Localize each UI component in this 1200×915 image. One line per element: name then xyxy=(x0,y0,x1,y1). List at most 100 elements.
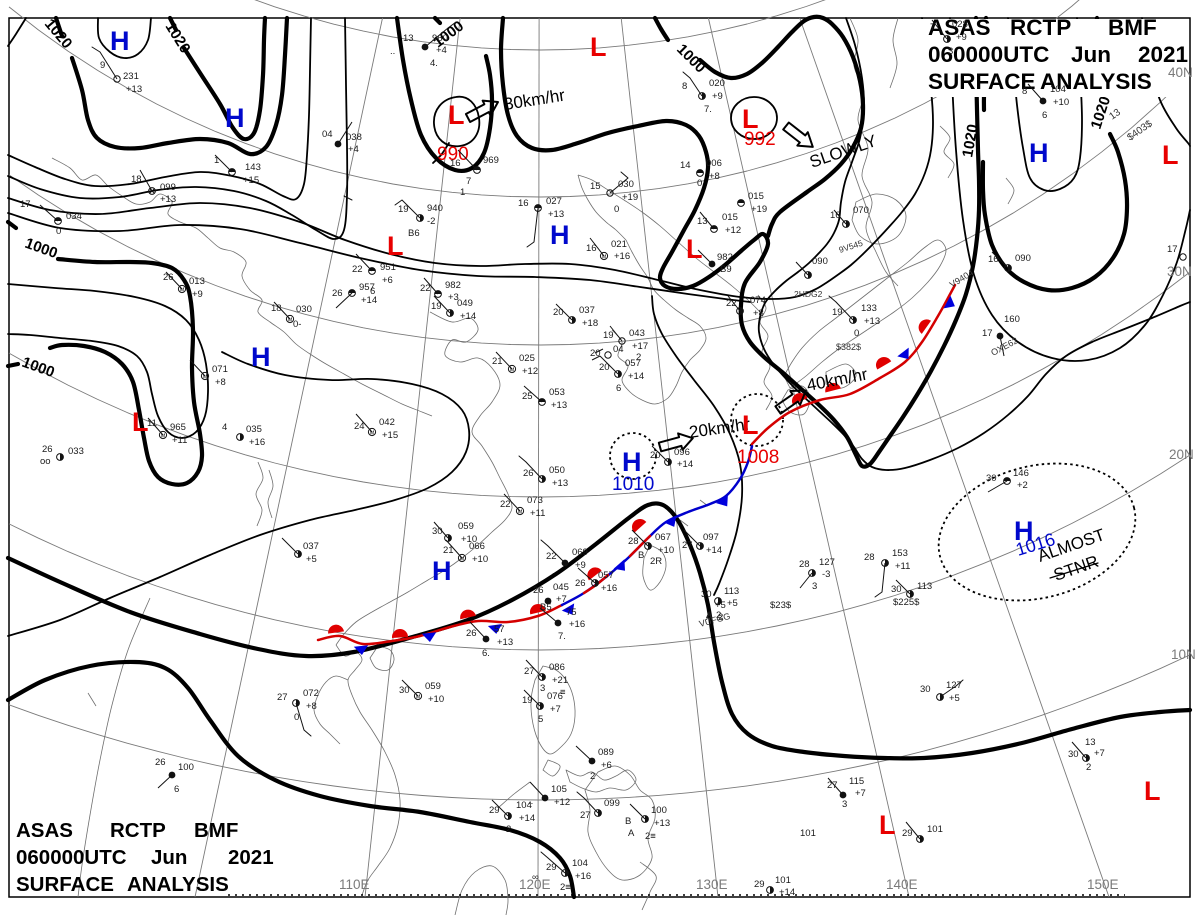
svg-text:042: 042 xyxy=(379,417,395,428)
svg-text:7: 7 xyxy=(930,22,935,33)
svg-text:+19: +19 xyxy=(751,204,767,215)
svg-text:140E: 140E xyxy=(886,877,918,892)
svg-text:26: 26 xyxy=(575,578,586,589)
svg-text:3: 3 xyxy=(842,799,847,810)
svg-text:30: 30 xyxy=(920,684,931,695)
svg-text:M: M xyxy=(416,695,421,701)
svg-text:060000UTC: 060000UTC xyxy=(928,42,1049,67)
svg-text:037: 037 xyxy=(579,305,595,316)
svg-text:0: 0 xyxy=(614,204,619,215)
svg-text:049: 049 xyxy=(457,298,473,309)
svg-text:20: 20 xyxy=(650,450,661,461)
svg-text:28: 28 xyxy=(628,536,639,547)
svg-text:M: M xyxy=(602,255,607,261)
svg-text:16: 16 xyxy=(518,198,529,209)
svg-text:+8: +8 xyxy=(215,377,226,388)
svg-text:14: 14 xyxy=(680,160,691,171)
svg-text:057: 057 xyxy=(598,570,614,581)
svg-text:16: 16 xyxy=(586,243,597,254)
svg-text:27: 27 xyxy=(682,540,693,551)
svg-text:+14: +14 xyxy=(519,813,535,824)
svg-text:40N: 40N xyxy=(1168,65,1193,80)
svg-text:L: L xyxy=(686,234,703,264)
svg-text:2HDG2: 2HDG2 xyxy=(794,289,823,299)
svg-text:M: M xyxy=(518,510,523,516)
svg-text:+9: +9 xyxy=(956,32,967,43)
svg-text:+13: +13 xyxy=(497,637,513,648)
svg-text:.: . xyxy=(552,566,555,577)
svg-text:+5: +5 xyxy=(949,693,960,704)
svg-text:0-: 0- xyxy=(293,319,301,330)
svg-text:H: H xyxy=(1029,138,1049,168)
svg-text:6: 6 xyxy=(616,383,621,394)
svg-text:30: 30 xyxy=(891,584,902,595)
svg-text:27: 27 xyxy=(277,692,288,703)
svg-text:015: 015 xyxy=(722,212,738,223)
svg-text:+12: +12 xyxy=(554,797,570,808)
svg-text:30: 30 xyxy=(701,589,712,600)
svg-text:8: 8 xyxy=(682,81,687,92)
svg-text:021: 021 xyxy=(611,239,627,250)
svg-text:16: 16 xyxy=(450,158,461,169)
svg-text:053: 053 xyxy=(549,387,565,398)
svg-text:L: L xyxy=(1144,776,1161,806)
svg-text:+7: +7 xyxy=(556,594,567,605)
svg-text:+10: +10 xyxy=(428,694,444,705)
svg-text:L: L xyxy=(387,231,404,261)
svg-text:10N: 10N xyxy=(1171,647,1196,662)
svg-text:2021: 2021 xyxy=(1138,42,1188,67)
svg-text:104: 104 xyxy=(572,858,588,869)
svg-text:1: 1 xyxy=(214,155,219,166)
svg-text:17: 17 xyxy=(982,328,993,339)
svg-text:4.: 4. xyxy=(430,58,438,69)
svg-text:059: 059 xyxy=(425,681,441,692)
svg-text:19: 19 xyxy=(603,330,614,341)
svg-text:+14: +14 xyxy=(779,887,795,898)
svg-text:+6: +6 xyxy=(382,275,393,286)
svg-text:+7: +7 xyxy=(1094,748,1105,759)
svg-text:B: B xyxy=(625,816,631,827)
svg-text:7: 7 xyxy=(466,176,471,187)
svg-text:L: L xyxy=(1162,140,1179,170)
svg-text:2≡: 2≡ xyxy=(560,882,571,893)
svg-text:957: 957 xyxy=(359,282,375,293)
svg-text:+4: +4 xyxy=(348,144,359,155)
svg-text:04: 04 xyxy=(322,129,333,140)
svg-text:$23$: $23$ xyxy=(770,600,792,611)
svg-text:073: 073 xyxy=(527,495,543,506)
svg-text:27: 27 xyxy=(580,810,591,821)
svg-text:3: 3 xyxy=(948,46,953,57)
svg-text:≡: ≡ xyxy=(560,687,566,698)
svg-text:072: 072 xyxy=(303,688,319,699)
svg-text:127: 127 xyxy=(819,557,835,568)
svg-text:982: 982 xyxy=(445,280,461,291)
svg-text:6.: 6. xyxy=(482,648,490,659)
svg-text:940: 940 xyxy=(427,203,443,214)
svg-text:+5: +5 xyxy=(715,600,726,611)
svg-text:067: 067 xyxy=(655,532,671,543)
svg-text:H: H xyxy=(225,103,245,133)
svg-text:960: 960 xyxy=(432,33,448,44)
svg-text:086: 086 xyxy=(549,662,565,673)
svg-text:16: 16 xyxy=(830,210,841,221)
svg-text:+11: +11 xyxy=(895,561,910,572)
svg-text:21: 21 xyxy=(443,545,454,556)
svg-text:∞: ∞ xyxy=(532,872,539,883)
svg-text:..: .. xyxy=(528,796,533,807)
svg-text:M: M xyxy=(180,288,185,294)
svg-text:+14: +14 xyxy=(677,459,693,470)
svg-text:034: 034 xyxy=(66,211,82,222)
svg-text:24: 24 xyxy=(354,421,365,432)
svg-text:038: 038 xyxy=(346,132,362,143)
svg-text:969: 969 xyxy=(483,155,499,166)
svg-text:+5: +5 xyxy=(727,598,738,609)
svg-text:M: M xyxy=(370,431,375,437)
svg-text:150E: 150E xyxy=(1087,877,1119,892)
svg-text:1020: 1020 xyxy=(959,123,982,159)
svg-text:H: H xyxy=(432,556,452,586)
svg-text:7.: 7. xyxy=(704,104,712,115)
svg-text:+16: +16 xyxy=(249,437,265,448)
svg-text:L: L xyxy=(742,410,759,440)
svg-text:+14: +14 xyxy=(460,311,476,322)
svg-text:+10: +10 xyxy=(461,534,477,545)
